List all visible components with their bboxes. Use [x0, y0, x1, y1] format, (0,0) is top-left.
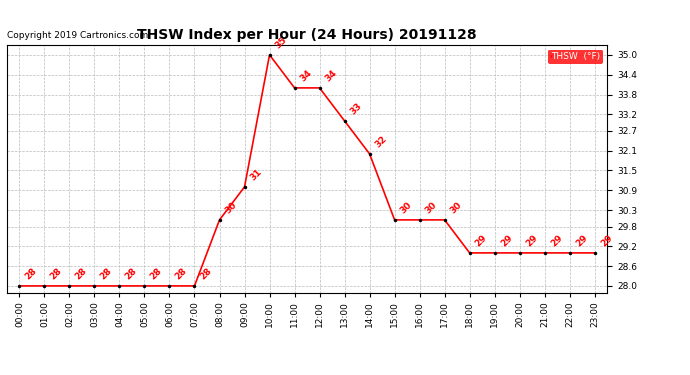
Text: 29: 29 [599, 234, 614, 249]
Text: 28: 28 [23, 267, 39, 282]
Text: 29: 29 [474, 234, 489, 249]
Text: 34: 34 [324, 69, 339, 84]
Text: 29: 29 [499, 234, 514, 249]
Legend: THSW  (°F): THSW (°F) [548, 50, 602, 64]
Text: 34: 34 [299, 69, 314, 84]
Text: 32: 32 [374, 135, 389, 150]
Text: 28: 28 [124, 267, 139, 282]
Text: Copyright 2019 Cartronics.com: Copyright 2019 Cartronics.com [7, 31, 148, 40]
Text: 28: 28 [199, 267, 214, 282]
Text: 33: 33 [348, 102, 364, 117]
Text: 31: 31 [248, 168, 264, 183]
Text: 30: 30 [224, 201, 239, 216]
Text: 30: 30 [399, 201, 414, 216]
Text: 35: 35 [274, 36, 289, 51]
Text: 28: 28 [148, 267, 164, 282]
Text: 28: 28 [74, 267, 89, 282]
Text: 29: 29 [574, 234, 589, 249]
Text: 29: 29 [549, 234, 564, 249]
Text: 30: 30 [424, 201, 439, 216]
Text: 28: 28 [99, 267, 114, 282]
Text: 28: 28 [174, 267, 189, 282]
Text: 28: 28 [48, 267, 63, 282]
Text: 29: 29 [524, 234, 539, 249]
Text: 30: 30 [448, 201, 464, 216]
Title: THSW Index per Hour (24 Hours) 20191128: THSW Index per Hour (24 Hours) 20191128 [137, 28, 477, 42]
